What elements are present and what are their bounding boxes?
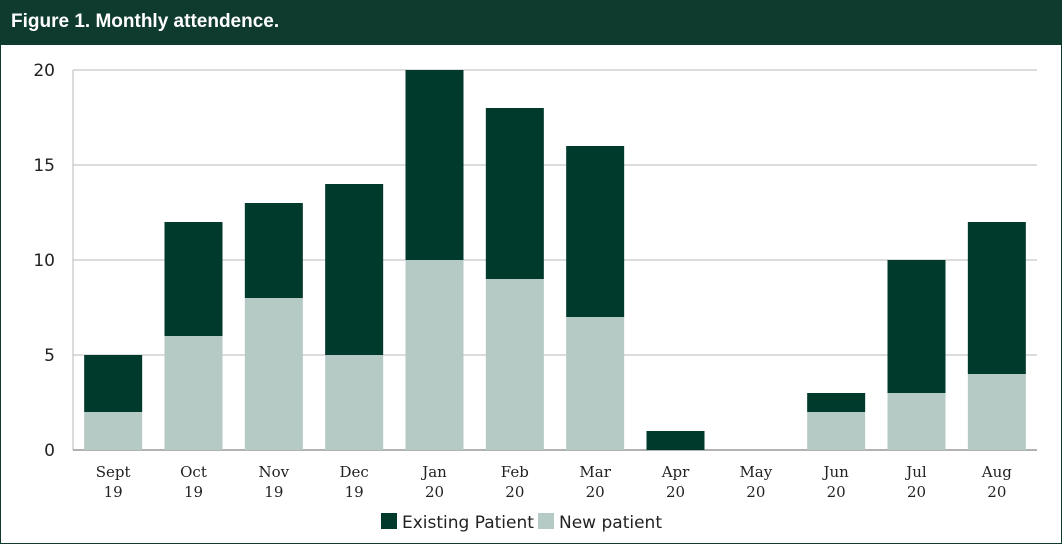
bar-existing-patient — [164, 222, 223, 336]
bar-existing-patient — [405, 70, 464, 260]
bar-new-patient — [967, 374, 1026, 450]
legend-swatch — [381, 513, 397, 529]
x-tick-label-month: Jan — [420, 463, 447, 481]
x-tick-label-month: Sept — [96, 463, 131, 481]
bar-new-patient — [84, 412, 143, 450]
x-tick-label-month: Aug — [981, 463, 1012, 481]
y-axis-ticks: 0 5 10 15 20 — [33, 61, 55, 461]
bar-existing-patient — [967, 222, 1026, 374]
y-tick-label: 20 — [33, 61, 55, 81]
x-tick-label-year: 20 — [666, 483, 685, 501]
bar-new-patient — [566, 317, 625, 450]
bar-existing-patient — [807, 393, 866, 412]
bar-new-patient — [164, 336, 223, 450]
bar-new-patient — [325, 355, 384, 450]
x-tick-label-month: Feb — [501, 463, 529, 481]
bar-new-patient — [807, 412, 866, 450]
bar-existing-patient — [244, 203, 303, 298]
y-tick-label: 10 — [33, 251, 55, 271]
bar-existing-patient — [84, 355, 143, 412]
x-tick-label-year: 20 — [586, 483, 605, 501]
bar-existing-patient — [566, 146, 625, 317]
x-tick-label-month: Apr — [661, 463, 690, 481]
bar-existing-patient — [646, 431, 705, 450]
x-tick-label-month: Jul — [904, 463, 927, 481]
x-tick-label-month: Dec — [340, 463, 369, 481]
legend-label: Existing Patient — [402, 513, 534, 533]
x-tick-label-month: Jun — [821, 463, 849, 481]
x-tick-label-year: 20 — [987, 483, 1006, 501]
x-tick-label-year: 19 — [184, 483, 203, 501]
x-tick-label-year: 20 — [827, 483, 846, 501]
y-tick-label: 0 — [44, 441, 55, 461]
figure-title: Figure 1. Monthly attendence. — [11, 11, 280, 32]
x-tick-label-year: 19 — [104, 483, 123, 501]
bar-existing-patient — [485, 108, 544, 279]
grid — [72, 69, 1037, 451]
legend: Existing Patient New patient — [381, 513, 662, 533]
bars — [84, 70, 1026, 450]
bar-new-patient — [405, 260, 464, 450]
x-tick-label-month: Oct — [180, 463, 207, 481]
legend-label: New patient — [559, 513, 662, 533]
x-tick-label-year: 20 — [907, 483, 926, 501]
x-tick-label-year: 20 — [425, 483, 444, 501]
figure-header: Figure 1. Monthly attendence. — [1, 1, 1061, 45]
x-tick-label-year: 20 — [505, 483, 524, 501]
bar-new-patient — [485, 279, 544, 450]
x-axis-ticks: Sept 19 Oct 19 Nov 19 Dec 19 Jan 20 Feb 20 Mar 20 Apr 2… — [96, 463, 1013, 501]
x-tick-label-month: Mar — [579, 463, 611, 481]
bar-new-patient — [244, 298, 303, 450]
x-tick-label-year: 19 — [345, 483, 364, 501]
x-tick-label-year: 20 — [746, 483, 765, 501]
y-tick-label: 5 — [44, 346, 55, 366]
x-tick-label-year: 19 — [264, 483, 283, 501]
bar-existing-patient — [325, 184, 384, 355]
y-tick-label: 15 — [33, 156, 55, 176]
x-tick-label-month: May — [739, 463, 772, 481]
bar-existing-patient — [887, 260, 946, 393]
legend-swatch — [538, 513, 554, 529]
x-tick-label-month: Nov — [259, 463, 290, 481]
bar-new-patient — [887, 393, 946, 450]
